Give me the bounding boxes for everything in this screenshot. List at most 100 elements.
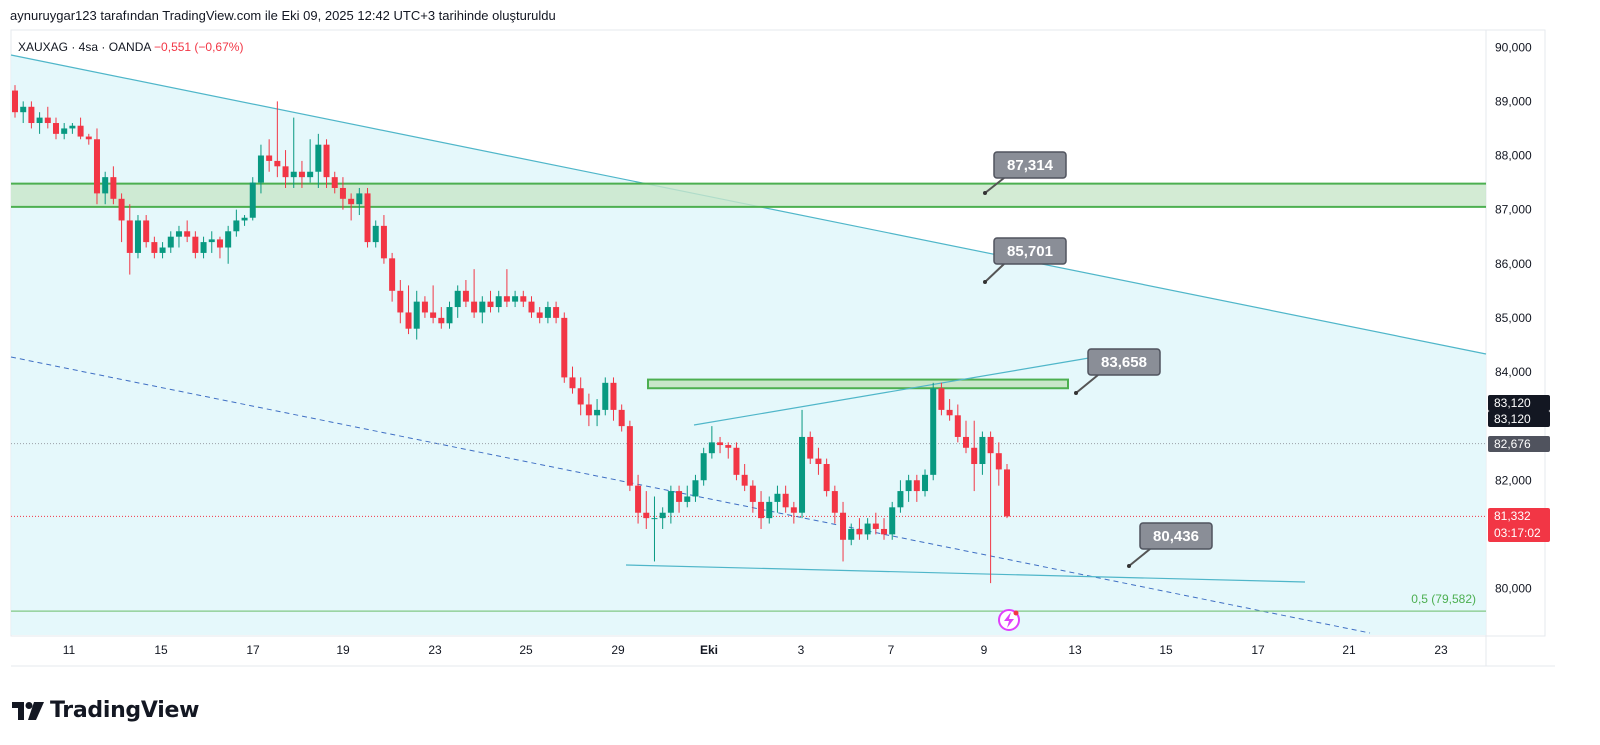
x-tick-label: 7 xyxy=(888,643,895,657)
x-tick-label: 23 xyxy=(428,643,442,657)
candle-body xyxy=(102,177,109,194)
y-tick-label: 80,000 xyxy=(1495,582,1532,596)
candle xyxy=(380,215,387,264)
candle xyxy=(462,279,469,308)
candle-body xyxy=(298,171,305,178)
event-lightning-icon xyxy=(998,609,1020,631)
candle-body xyxy=(290,171,297,178)
candle xyxy=(290,117,297,188)
candle xyxy=(823,458,830,497)
candle-body xyxy=(36,117,43,124)
candle xyxy=(708,426,715,459)
callout-box xyxy=(993,237,1067,265)
candle xyxy=(233,209,240,237)
candle xyxy=(799,409,806,519)
candle-body xyxy=(126,220,133,253)
candle xyxy=(913,474,920,502)
candle-body xyxy=(831,491,838,513)
candle-body xyxy=(372,225,379,243)
candle-body xyxy=(151,242,158,253)
candle xyxy=(12,85,18,118)
x-tick-label: 29 xyxy=(611,643,625,657)
callout-text: 83,658 xyxy=(1101,354,1147,371)
x-tick-label: 9 xyxy=(981,643,988,657)
candle xyxy=(569,366,576,394)
candle-body xyxy=(815,458,822,465)
symbol-bar[interactable]: XAUXAG · 4sa · OANDA −0,551 (−0,67%) xyxy=(18,40,243,54)
candle xyxy=(667,485,674,524)
candle xyxy=(421,296,428,318)
brand-name: TradingView xyxy=(50,698,200,723)
candle-body xyxy=(708,442,715,454)
candle-body xyxy=(872,523,879,529)
candle xyxy=(889,501,896,540)
candle xyxy=(348,193,355,221)
candles-group xyxy=(12,85,1010,584)
y-tick-label: 87,000 xyxy=(1495,203,1532,217)
candle-body xyxy=(881,528,888,535)
candle xyxy=(807,431,814,465)
candle-body xyxy=(413,301,420,329)
neckline-zone xyxy=(647,378,1069,390)
candle xyxy=(298,160,305,188)
candle xyxy=(512,290,519,308)
candle xyxy=(257,144,264,194)
candle xyxy=(717,436,724,454)
candle-body xyxy=(733,447,740,475)
candle-body xyxy=(20,106,27,113)
price-axis-label: 82,676 xyxy=(1488,436,1550,452)
candle xyxy=(840,501,847,562)
callout-anchor xyxy=(983,191,987,195)
candle-body xyxy=(438,317,445,324)
candle-body xyxy=(479,301,486,313)
candle-body xyxy=(766,501,773,519)
candle-body xyxy=(561,317,568,378)
candle xyxy=(192,231,199,259)
candle xyxy=(20,101,27,124)
candle xyxy=(979,431,986,475)
x-tick-label: 21 xyxy=(1342,643,1356,657)
candle xyxy=(495,290,502,313)
candle-body xyxy=(462,290,469,302)
candle xyxy=(594,399,601,427)
candle-body xyxy=(995,453,1002,470)
candle xyxy=(995,442,1002,486)
price-callout: 85,701 xyxy=(983,237,1067,284)
x-tick-label: 23 xyxy=(1434,643,1448,657)
candle xyxy=(659,507,666,529)
x-tick-label: 17 xyxy=(1251,643,1265,657)
candle-body xyxy=(421,301,428,313)
candle-body xyxy=(749,485,756,502)
candle xyxy=(110,166,117,205)
candle xyxy=(200,236,207,259)
candle xyxy=(864,518,871,540)
candle xyxy=(758,491,765,529)
candle xyxy=(430,285,437,324)
candle xyxy=(881,518,888,540)
candle xyxy=(93,128,100,205)
y-tick-label: 90,000 xyxy=(1495,40,1532,54)
candle-body xyxy=(266,155,273,161)
callout-text: 85,701 xyxy=(1007,243,1053,260)
candle xyxy=(528,296,535,318)
candle xyxy=(856,518,863,540)
symbol-label: XAUXAG · 4sa · OANDA xyxy=(18,40,151,54)
candle xyxy=(684,485,691,508)
candle xyxy=(413,290,420,340)
price-axis-label-bg xyxy=(1488,508,1550,542)
callout-pointer xyxy=(1128,548,1151,567)
x-tick-label: 11 xyxy=(63,643,76,657)
candle xyxy=(266,139,273,172)
candle-body xyxy=(651,518,658,520)
price-axis-label: 83,120 xyxy=(1488,411,1550,427)
candle-body xyxy=(823,464,830,492)
candle xyxy=(167,231,174,253)
candle-body xyxy=(487,301,494,308)
candle xyxy=(134,215,141,259)
candle-body xyxy=(339,187,346,199)
x-tick-label: 25 xyxy=(519,643,533,657)
channel-lower-dashed-line xyxy=(10,356,1371,634)
candle-body xyxy=(249,182,256,218)
